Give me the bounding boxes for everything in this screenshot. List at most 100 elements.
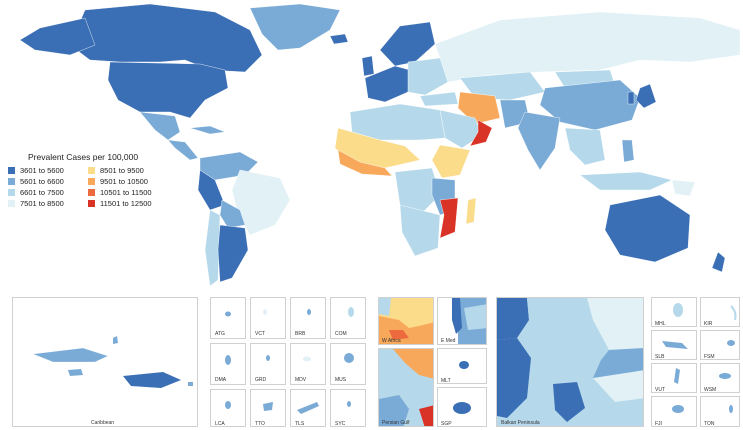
legend-label: 7501 to 8500: [20, 199, 64, 208]
legend-item: 3601 to 5600: [8, 166, 64, 175]
region-southern-africa: [399, 204, 441, 257]
region-caribbean: [189, 125, 226, 135]
legend-label: 9501 to 10500: [100, 177, 148, 186]
inset-tto: TTO: [250, 389, 286, 427]
inset-wsm: WSM: [700, 363, 740, 393]
inset-grd: GRD: [250, 343, 286, 385]
region-mozambique: [439, 197, 459, 239]
legend-item: 7501 to 8500: [8, 199, 64, 208]
legend-swatch: [88, 200, 95, 207]
legend-swatch: [8, 167, 15, 174]
inset-label: COM: [335, 331, 347, 337]
region-eastern-europe: [407, 57, 449, 96]
legend-item: 10501 to 11500: [88, 188, 152, 197]
region-philippines: [621, 139, 635, 163]
legend-swatch: [88, 189, 95, 196]
inset-label: VCT: [255, 331, 265, 337]
inset-label: BRB: [295, 331, 306, 337]
inset-w-africa: W Africa: [378, 297, 434, 345]
region-iceland: [329, 33, 349, 45]
inset-fji: FJI: [651, 396, 697, 427]
inset-label: VUT: [655, 387, 665, 393]
region-alaska: [19, 17, 96, 56]
inset-atg: ATG: [210, 297, 246, 339]
inset-label: TLS: [295, 421, 305, 427]
region-png: [671, 179, 696, 197]
inset-mus: MUS: [330, 343, 366, 385]
region-turkey: [419, 91, 459, 107]
inset-label: FSM: [704, 354, 715, 360]
inset-label: ATG: [215, 331, 225, 337]
legend-label: 11501 to 12500: [100, 199, 152, 208]
inset-persian-gulf: Persian Gulf: [378, 348, 434, 427]
region-madagascar: [465, 197, 477, 225]
legend-label: 8501 to 9500: [100, 166, 144, 175]
inset-com: COM: [330, 297, 366, 339]
legend-item: 5601 to 6600: [8, 177, 64, 186]
inset-label: MLT: [441, 378, 451, 384]
inset-brb: BRB: [290, 297, 326, 339]
legend-label: 6601 to 7500: [20, 188, 64, 197]
region-central-africa: [394, 167, 441, 216]
inset-kir: KIR: [700, 297, 740, 327]
inset-dma: DMA: [210, 343, 246, 385]
region-canada: [69, 3, 263, 73]
region-mexico: [139, 111, 181, 141]
inset-e-med: E Med: [437, 297, 487, 345]
region-argentina: [217, 224, 249, 283]
region-russia: [434, 11, 741, 83]
region-usa: [107, 61, 229, 119]
legend-item: 6601 to 7500: [8, 188, 64, 197]
legend-swatch: [8, 189, 15, 196]
inset-label: SLB: [655, 354, 665, 360]
inset-slb: SLB: [651, 330, 697, 360]
region-china: [539, 79, 641, 131]
legend-label: 3601 to 5600: [20, 166, 64, 175]
inset-tls: TLS: [290, 389, 326, 427]
inset-fsm: FSM: [700, 330, 740, 360]
inset-label: SYC: [335, 421, 346, 427]
region-scandinavia: [379, 21, 436, 67]
inset-label: WSM: [704, 387, 717, 393]
region-sahel: [334, 127, 421, 169]
legend-item: 9501 to 10500: [88, 177, 148, 186]
region-india: [517, 111, 561, 171]
inset-sgp: SGP: [437, 387, 487, 427]
region-new-zealand: [711, 251, 726, 273]
region-oman: [469, 119, 493, 147]
region-north-africa: [349, 103, 446, 141]
inset-caribbean-map: [32, 336, 193, 388]
region-chile: [204, 209, 221, 287]
region-peru: [197, 169, 226, 211]
region-bolivia: [219, 199, 246, 229]
inset-label: FJI: [655, 421, 662, 427]
region-uk: [361, 55, 375, 77]
legend-swatch: [88, 178, 95, 185]
legend-label: 10501 to 11500: [100, 188, 152, 197]
inset-lca: LCA: [210, 389, 246, 427]
region-horn-africa: [431, 144, 471, 179]
inset-label: GRD: [255, 377, 267, 383]
inset-label: TON: [704, 421, 715, 427]
legend-swatch: [8, 200, 15, 207]
region-australia: [604, 194, 691, 263]
region-se-asia: [564, 127, 606, 166]
inset-balkan: Balkan Peninsula: [496, 297, 644, 427]
legend-item: 11501 to 12500: [88, 199, 152, 208]
region-west-africa-coast: [337, 149, 393, 177]
inset-label: LCA: [215, 421, 225, 427]
inset-mlt: MLT: [437, 348, 487, 384]
inset-label: Caribbean: [91, 420, 115, 426]
region-greenland: [249, 3, 341, 51]
legend-title: Prevalent Cases per 100,000: [28, 152, 139, 162]
inset-label: Balkan Peninsula: [501, 420, 540, 426]
inset-mhl: MHL: [651, 297, 697, 327]
inset-label: Persian Gulf: [382, 420, 410, 426]
inset-label: MHL: [655, 321, 666, 327]
world-choropleth-map: [19, 3, 741, 287]
inset-vut: VUT: [651, 363, 697, 393]
region-central-america: [167, 139, 199, 161]
inset-caribbean: Caribbean: [12, 297, 198, 427]
inset-syc: SYC: [330, 389, 366, 427]
legend-swatch: [8, 178, 15, 185]
